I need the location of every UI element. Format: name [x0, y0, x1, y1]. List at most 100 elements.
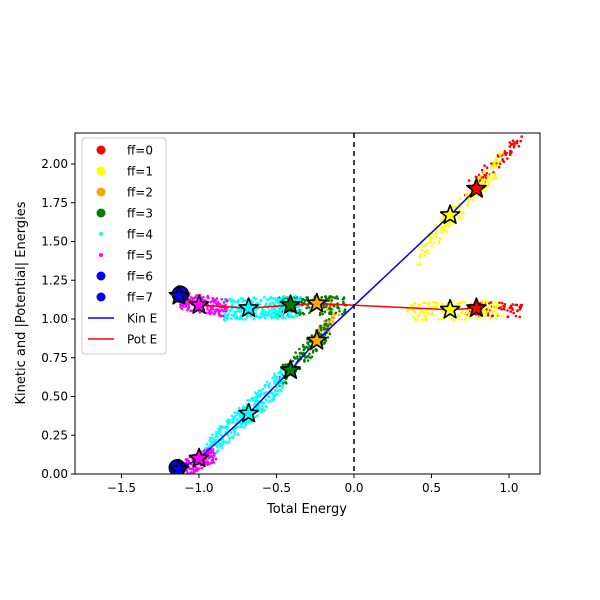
scatter-point-ff1-pot	[411, 303, 414, 307]
scatter-point-ff1-pot	[489, 317, 493, 321]
scatter-point-ff1-pot	[452, 318, 456, 322]
scatter-point-ff2-kin	[327, 330, 331, 333]
scatter-point-ff1-pot	[470, 302, 474, 305]
scatter-point-ff4-kin	[237, 425, 240, 429]
scatter-point-ff4-pot	[260, 311, 264, 315]
scatter-point-ff4-kin	[260, 392, 263, 396]
scatter-point-ff5-pot	[182, 305, 185, 308]
x-tick-label: −1.0	[184, 481, 213, 495]
x-tick-label: −0.5	[262, 481, 291, 495]
scatter-point-ff1-kin	[437, 239, 441, 243]
scatter-point-ff1-kin	[440, 230, 443, 233]
scatter-point-ff0-pot	[511, 303, 514, 306]
scatter-point-ff4-pot	[252, 317, 256, 321]
scatter-point-ff5-pot	[212, 312, 216, 316]
scatter-point-ff1-kin	[439, 218, 442, 222]
scatter-point-ff1-kin	[443, 226, 447, 229]
scatter-point-ff5-pot	[194, 296, 197, 300]
scatter-point-ff0-pot	[518, 315, 522, 319]
scatter-point-ff5-pot	[198, 311, 202, 314]
scatter-point-ff4-pot	[255, 314, 258, 318]
scatter-point-ff4-kin	[281, 384, 284, 387]
scatter-point-ff1-kin	[499, 160, 502, 163]
scatter-point-ff1-pot	[414, 316, 417, 320]
star-marker	[306, 329, 328, 350]
scatter-point-ff5-pot	[207, 296, 210, 300]
star-marker	[280, 359, 301, 379]
scatter-point-ff1-pot	[475, 316, 479, 320]
scatter-point-ff1-pot	[426, 311, 429, 315]
scatter-point-ff1-pot	[416, 314, 420, 318]
scatter-point-ff1-pot	[482, 300, 485, 304]
scatter-point-ff1-kin	[466, 204, 469, 207]
scatter-point-ff1-kin	[447, 225, 451, 228]
scatter-point-ff1-pot	[458, 318, 462, 321]
scatter-point-ff3-kin	[323, 341, 327, 344]
scatter-point-ff3-pot	[334, 311, 338, 315]
scatter-point-ff1-kin	[499, 154, 502, 157]
scatter-point-ff4-kin	[273, 389, 277, 392]
scatter-point-ff1-pot	[411, 315, 415, 319]
scatter-point-ff5-pot	[202, 296, 205, 299]
y-tick-label: 1.00	[41, 312, 68, 326]
scatter-point-ff4-pot	[228, 297, 231, 301]
scatter-point-ff3-pot	[337, 307, 341, 310]
scatter-point-ff4-kin	[214, 435, 217, 438]
scatter-point-ff0-pot	[506, 315, 510, 319]
scatter-point-ff1-pot	[498, 304, 502, 307]
scatter-point-ff3-pot	[322, 306, 326, 309]
scatter-point-ff4-pot	[264, 302, 268, 305]
scatter-point-ff3-pot	[307, 306, 311, 309]
scatter-point-ff4-kin	[236, 417, 239, 421]
scatter-point-ff4-pot	[281, 316, 285, 319]
scatter-point-ff0-pot	[519, 306, 523, 309]
scatter-point-ff1-kin	[416, 263, 420, 266]
scatter-point-ff1-kin	[423, 253, 427, 257]
scatter-point-ff4-kin	[216, 444, 219, 448]
scatter-point-ff1-pot	[419, 310, 422, 314]
legend-label-ff-4: ff=4	[127, 228, 153, 242]
scatter-point-ff1-pot	[483, 309, 487, 313]
scatter-point-ff1-kin	[445, 230, 449, 233]
scatter-point-ff3-kin	[324, 322, 327, 326]
scatter-point-ff2-kin	[331, 316, 334, 320]
scatter-point-ff4-kin	[231, 421, 235, 424]
scatter-point-ff4-kin	[279, 371, 283, 375]
scatter-point-ff3-kin	[306, 359, 310, 362]
scatter-point-ff3-pot	[329, 307, 333, 311]
scatter-point-ff3-kin	[304, 356, 307, 359]
scatter-point-ff4-pot	[265, 298, 269, 301]
scatter-point-ff3-pot	[342, 297, 346, 301]
scatter-point-ff4-pot	[249, 315, 253, 318]
scatter-point-ff1-kin	[479, 174, 483, 177]
scatter-point-ff4-kin	[271, 392, 274, 396]
y-tick-label: 1.50	[41, 235, 68, 249]
scatter-point-ff0-kin	[501, 158, 504, 161]
scatter-point-ff3-pot	[320, 296, 324, 299]
scatter-point-ff4-kin	[251, 397, 254, 400]
scatter-point-ff1-pot	[457, 315, 461, 319]
y-tick-label: 1.25	[41, 273, 68, 287]
scatter-point-ff0-kin	[502, 160, 506, 163]
scatter-point-ff0-pot	[514, 314, 518, 318]
scatter-point-ff1-pot	[413, 311, 417, 315]
scatter-point-ff1-pot	[483, 314, 487, 318]
scatter-point-ff0-pot	[478, 302, 482, 305]
scatter-point-ff3-pot	[296, 311, 300, 315]
scatter-point-ff4-kin	[214, 438, 218, 442]
scatter-point-ff4-pot	[233, 312, 237, 316]
scatter-point-ff1-pot	[406, 309, 410, 313]
scatter-point-ff1-kin	[464, 195, 468, 198]
scatter-point-ff4-pot	[260, 298, 263, 302]
scatter-point-ff4-pot	[296, 314, 300, 317]
scatter-point-ff3-pot	[303, 299, 307, 303]
scatter-point-ff4-kin	[250, 420, 253, 424]
scatter-point-ff1-pot	[427, 302, 431, 305]
scatter-point-ff1-kin	[424, 243, 428, 246]
x-axis-label: Total Energy	[266, 502, 347, 517]
scatter-point-ff1-pot	[462, 300, 466, 304]
star-marker	[306, 292, 328, 313]
scatter-point-ff1-pot	[435, 304, 439, 308]
scatter-point-ff1-kin	[432, 241, 436, 245]
scatter-point-ff4-kin	[231, 436, 235, 439]
